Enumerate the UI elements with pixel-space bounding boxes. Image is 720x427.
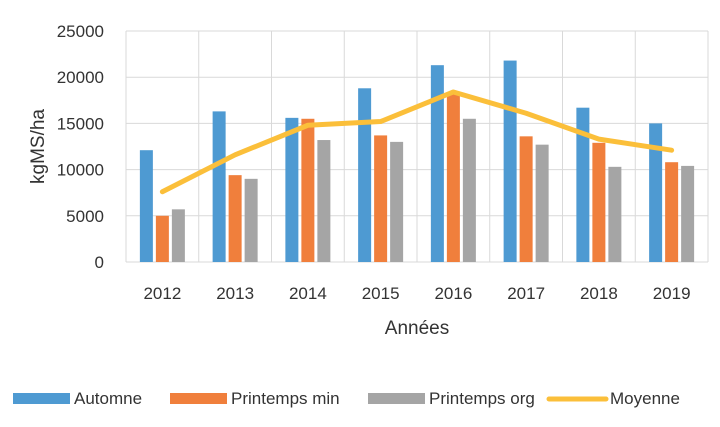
bar-printemps-min-2015 bbox=[374, 135, 388, 262]
bar-printemps-min-2013 bbox=[228, 175, 242, 262]
legend-swatch-automne bbox=[13, 393, 70, 404]
legend-label-moyenne: Moyenne bbox=[610, 389, 680, 408]
bar-printemps-org-2013 bbox=[244, 178, 258, 262]
legend: Automne Printemps min Printemps org Moyenne bbox=[13, 389, 680, 408]
line-moyenne bbox=[159, 89, 675, 195]
y-tick-label: 25000 bbox=[57, 22, 104, 41]
average-line bbox=[159, 89, 675, 195]
bar-printemps-min-2019 bbox=[665, 162, 679, 262]
x-tick-label: 2016 bbox=[434, 284, 472, 303]
bar-printemps-org-2019 bbox=[681, 165, 695, 262]
bar-automne-2018 bbox=[576, 107, 590, 262]
legend-label-printemps-min: Printemps min bbox=[231, 389, 340, 408]
y-axis-title: kgMS/ha bbox=[28, 109, 49, 184]
bar-automne-2019 bbox=[649, 123, 663, 263]
y-tick-label: 0 bbox=[95, 253, 104, 272]
bar-printemps-org-2014 bbox=[317, 140, 331, 262]
bar-printemps-min-2016 bbox=[446, 93, 460, 262]
bar-printemps-org-2018 bbox=[608, 166, 622, 262]
bar-printemps-min-2017 bbox=[519, 136, 533, 262]
bar-automne-2015 bbox=[358, 88, 372, 263]
x-tick-label: 2015 bbox=[362, 284, 400, 303]
legend-label-printemps-org: Printemps org bbox=[429, 389, 535, 408]
legend-swatch-printemps-org bbox=[368, 393, 425, 404]
x-axis-ticks: 2012 2013 2014 2015 2016 2017 2018 2019 bbox=[143, 284, 690, 303]
bar-automne-2016 bbox=[430, 65, 444, 262]
bar-printemps-min-2014 bbox=[301, 118, 315, 262]
bar-printemps-org-2015 bbox=[390, 141, 404, 262]
y-axis-ticks: 0 5000 10000 15000 20000 25000 bbox=[57, 22, 104, 272]
bar-printemps-min-2018 bbox=[592, 142, 606, 262]
x-axis-title: Années bbox=[385, 318, 449, 339]
legend-label-automne: Automne bbox=[74, 389, 142, 408]
y-tick-label: 15000 bbox=[57, 114, 104, 133]
bar-automne-2013 bbox=[212, 111, 226, 262]
bar-automne-2012 bbox=[139, 150, 153, 262]
bar-automne-2017 bbox=[503, 60, 517, 263]
bar-printemps-org-2017 bbox=[535, 144, 549, 262]
x-tick-label: 2018 bbox=[580, 284, 618, 303]
x-tick-label: 2013 bbox=[216, 284, 254, 303]
x-tick-label: 2014 bbox=[289, 284, 327, 303]
bar-printemps-org-2016 bbox=[462, 118, 476, 262]
y-tick-label: 20000 bbox=[57, 68, 104, 87]
legend-swatch-printemps-min bbox=[170, 393, 227, 404]
y-tick-label: 5000 bbox=[66, 207, 104, 226]
x-tick-label: 2017 bbox=[507, 284, 545, 303]
y-tick-label: 10000 bbox=[57, 161, 104, 180]
x-tick-label: 2012 bbox=[143, 284, 181, 303]
bar-automne-2014 bbox=[285, 117, 299, 262]
x-tick-label: 2019 bbox=[653, 284, 691, 303]
bar-printemps-org-2012 bbox=[171, 209, 185, 262]
bar-printemps-min-2012 bbox=[155, 215, 169, 262]
